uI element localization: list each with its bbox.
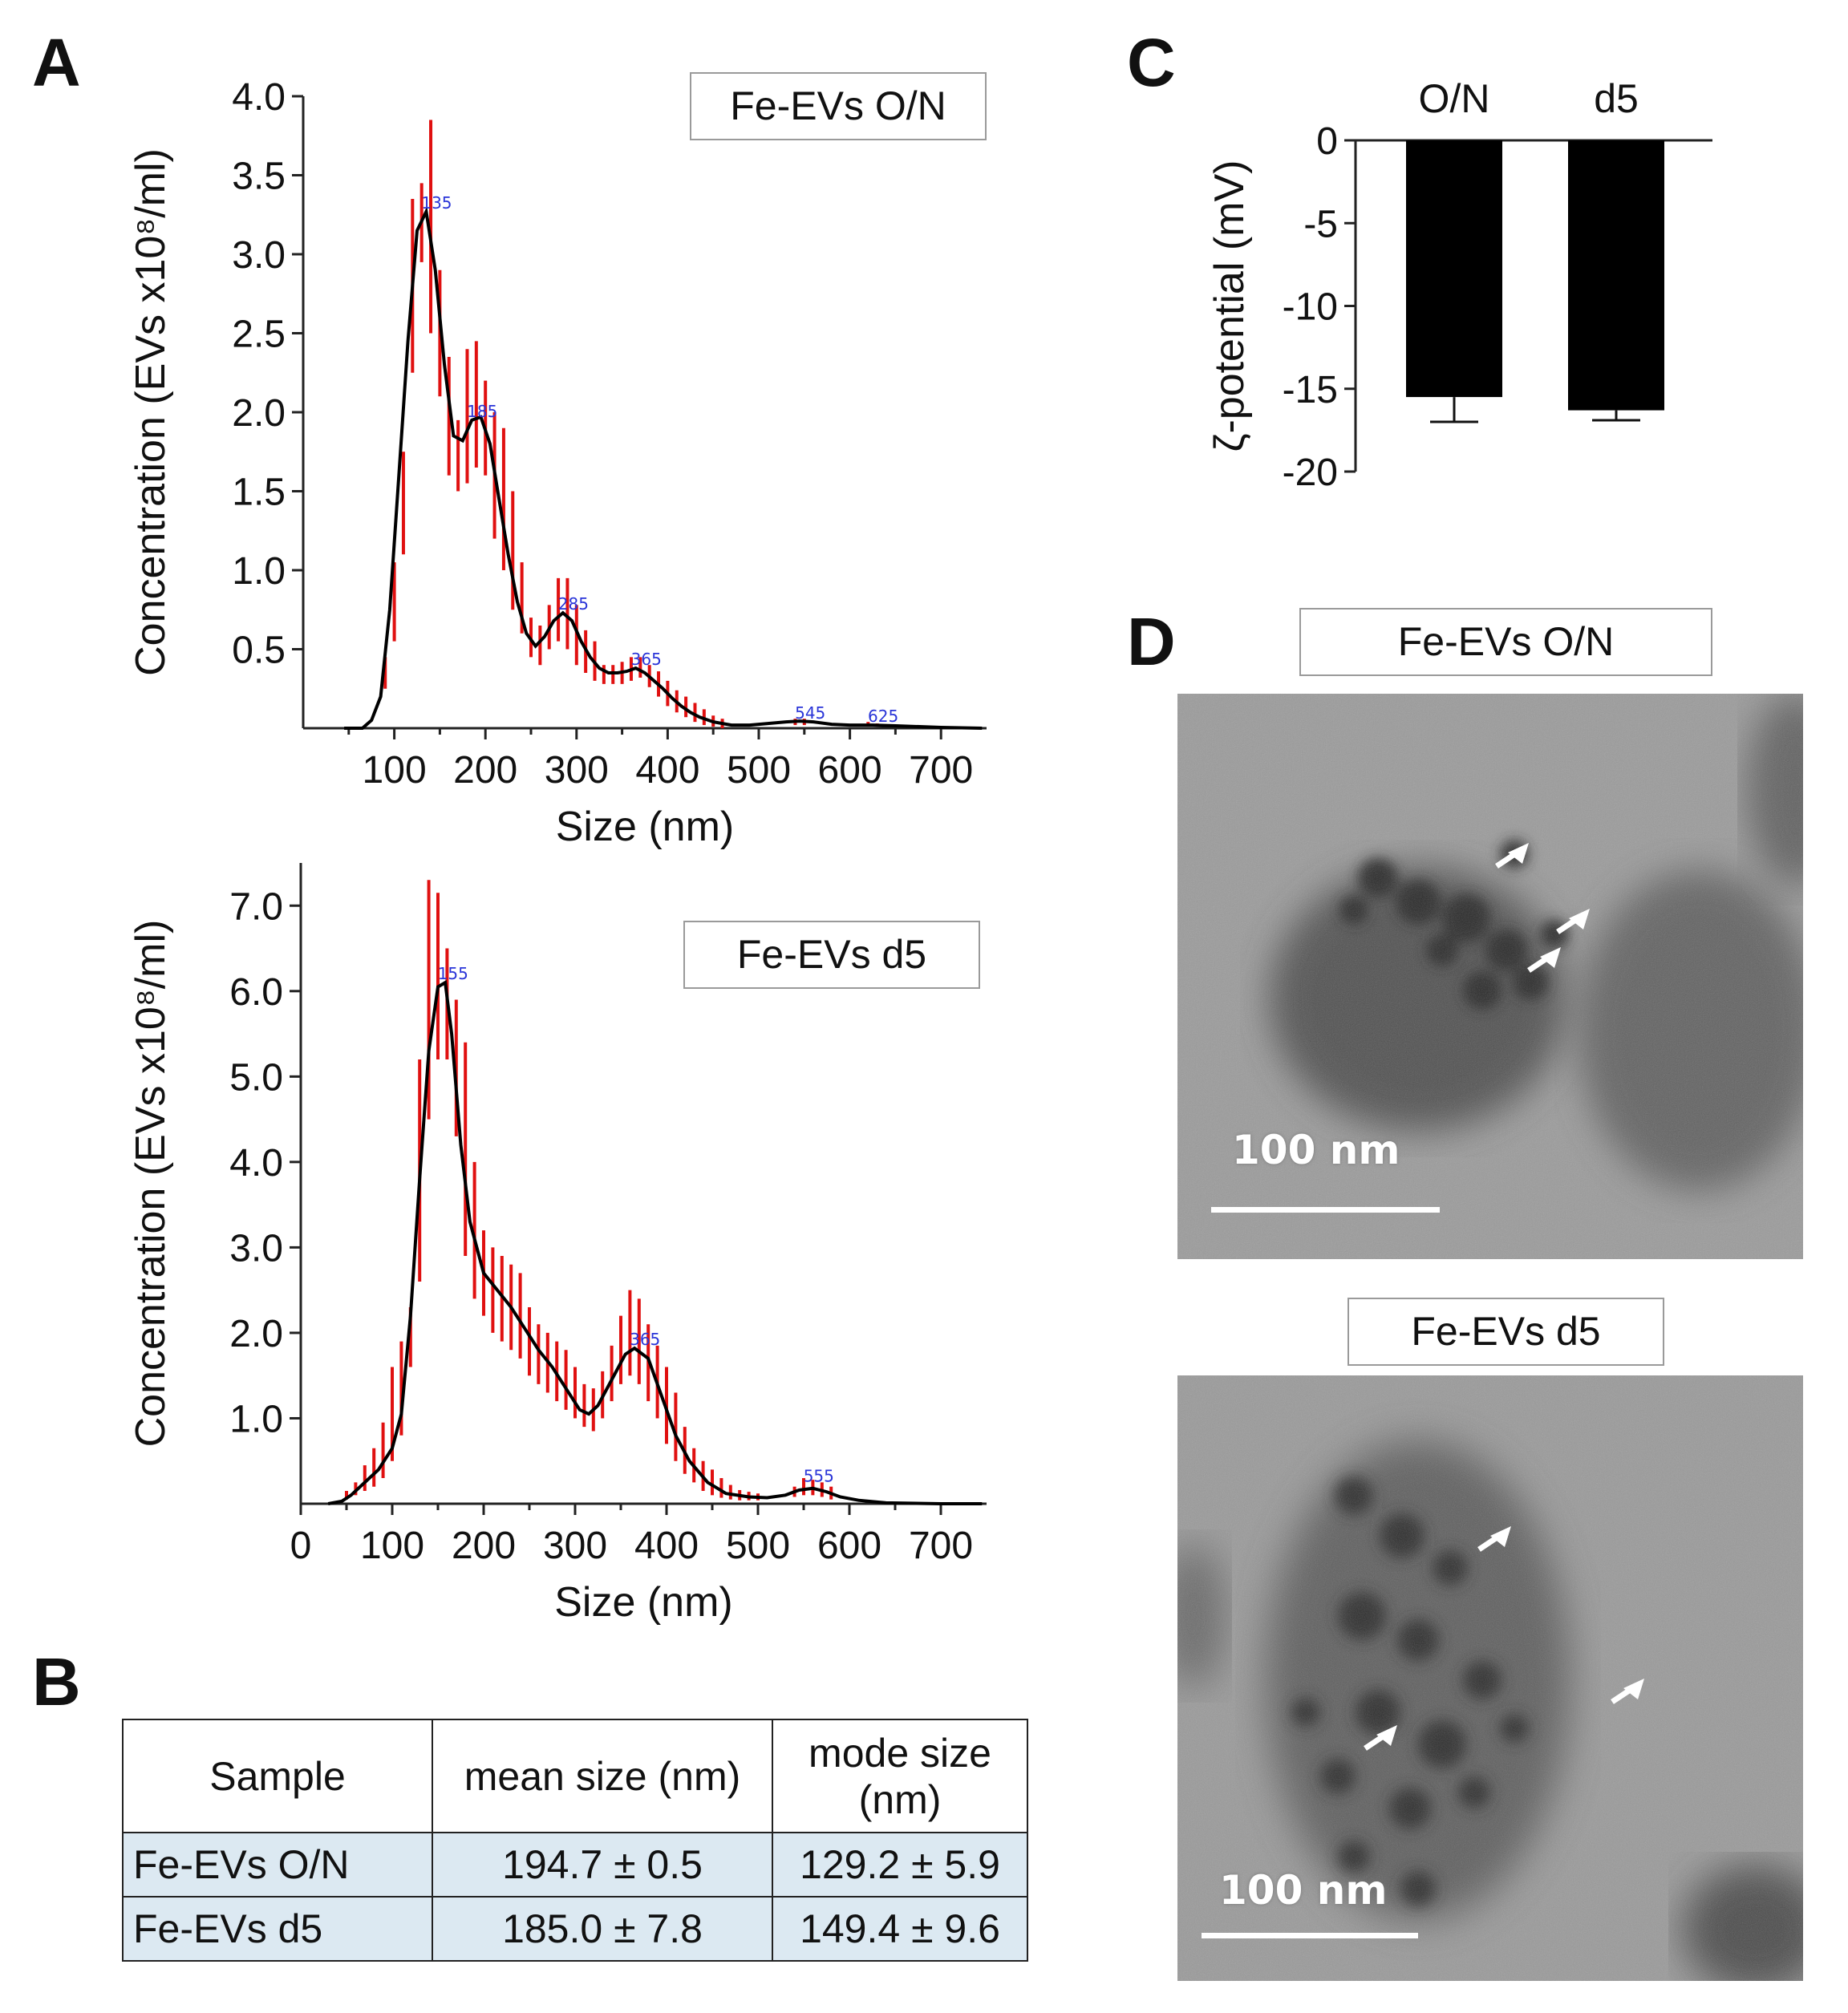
- x-tick-label: 300: [543, 1525, 607, 1567]
- zeta-y-tick-label: 0: [1316, 120, 1338, 163]
- y-tick-label: 2.0: [232, 392, 286, 435]
- y-tick-label: 3.5: [232, 156, 286, 198]
- nta-chart-on: 0.5 1.0 1.5 2.0 2.5 3.0 3.5 4.0 100 200 300 400 500 6…: [128, 76, 987, 850]
- summary-table: Sample mean size (nm) mode size (nm) Fe-…: [122, 1719, 1028, 1962]
- peak-label: 545: [795, 703, 825, 723]
- y-axis-title: Concentration (EVs x10⁸/ml): [128, 148, 174, 676]
- zeta-potential-chart: 0 -5 -10 -15 -20 ζ-potential (mV) O/N d5: [1206, 76, 1712, 494]
- cell-mean: 194.7 ± 0.5: [432, 1832, 773, 1898]
- peak-label: 625: [868, 707, 898, 726]
- zeta-error-bar: [1430, 397, 1478, 423]
- panel-letter-c: C: [1127, 25, 1176, 100]
- scale-label-on: 100 nm: [1232, 1127, 1400, 1173]
- header-sample: Sample: [122, 1719, 433, 1833]
- zeta-bar: [1568, 140, 1664, 411]
- x-tick-label: 500: [726, 1525, 790, 1567]
- x-tick-label: 100: [360, 1525, 424, 1567]
- x-tick-label: 300: [545, 749, 609, 792]
- x-tick-label: 400: [635, 749, 699, 792]
- y-tick-label: 3.0: [232, 234, 286, 277]
- peak-label: 555: [804, 1467, 834, 1486]
- tem-image-on: 100 nm: [1177, 694, 1803, 1259]
- zeta-y-tick-label: -10: [1283, 286, 1338, 329]
- y-tick-label: 2.5: [232, 314, 286, 356]
- zeta-y-axis-title: ζ-potential (mV): [1206, 160, 1253, 452]
- legend-fe-evs-on: Fe-EVs O/N: [690, 72, 987, 140]
- panel-letter-d: D: [1127, 604, 1176, 679]
- x-tick-label: 500: [727, 749, 791, 792]
- size-distribution-line: [344, 206, 983, 730]
- y-tick-label: 7.0: [229, 885, 283, 928]
- tem-label-d5: Fe-EVs d5: [1348, 1298, 1664, 1366]
- y-tick-label: 2.0: [229, 1313, 283, 1355]
- zeta-y-tick-label: -15: [1283, 369, 1338, 411]
- tem-label-on: Fe-EVs O/N: [1299, 608, 1712, 676]
- y-tick-label: 4.0: [229, 1142, 283, 1185]
- tem-texture-on: [1177, 694, 1803, 1259]
- size-distribution-line: [327, 979, 983, 1505]
- x-tick-label: 600: [817, 1525, 881, 1567]
- zeta-y-tick-label: -20: [1283, 452, 1338, 494]
- x-tick-label: 200: [453, 749, 517, 792]
- cell-mode: 129.2 ± 5.9: [772, 1832, 1028, 1898]
- cell-sample: Fe-EVs d5: [122, 1896, 433, 1962]
- header-mode-size: mode size (nm): [772, 1719, 1028, 1833]
- y-tick-label: 0.5: [232, 630, 286, 672]
- y-tick-label: 1.0: [229, 1398, 283, 1440]
- arrow-icons-d5: [1364, 1526, 1644, 1751]
- x-tick-label: 0: [290, 1525, 312, 1567]
- legend-fe-evs-d5: Fe-EVs d5: [683, 921, 980, 989]
- peak-label: 185: [467, 402, 497, 421]
- x-axis-title: Size (nm): [556, 804, 734, 850]
- cell-mode: 149.4 ± 9.6: [772, 1896, 1028, 1962]
- arrow-icons-on: [1495, 843, 1590, 973]
- peak-label: 365: [631, 650, 662, 669]
- panel-letter-a: A: [32, 25, 81, 100]
- peak-label: 135: [421, 193, 452, 213]
- y-tick-label: 4.0: [232, 76, 286, 119]
- y-axis-title: Concentration (EVs x10⁸/ml): [128, 920, 174, 1448]
- zeta-category-label: O/N: [1419, 76, 1490, 121]
- y-tick-label: 1.5: [232, 472, 286, 514]
- x-tick-label: 700: [909, 749, 973, 792]
- x-tick-label: 200: [452, 1525, 516, 1567]
- scale-label-d5: 100 nm: [1219, 1867, 1388, 1914]
- table-row: Fe-EVs d5 185.0 ± 7.8 149.4 ± 9.6: [122, 1896, 1028, 1962]
- zeta-error-bar: [1592, 410, 1640, 422]
- panel-letter-b: B: [32, 1644, 81, 1719]
- peak-label: 155: [438, 964, 468, 983]
- x-tick-label: 100: [363, 749, 427, 792]
- peak-label: 365: [630, 1330, 660, 1349]
- x-tick-label: 400: [634, 1525, 699, 1567]
- table-header-row: Sample mean size (nm) mode size (nm): [122, 1719, 1028, 1833]
- peak-label: 285: [558, 594, 589, 614]
- y-tick-label: 6.0: [229, 971, 283, 1014]
- zeta-y-tick-label: -5: [1303, 203, 1338, 245]
- scale-bar-d5: [1202, 1933, 1418, 1938]
- y-tick-label: 3.0: [229, 1227, 283, 1270]
- tem-image-d5: 100 nm: [1177, 1375, 1803, 1981]
- cell-sample: Fe-EVs O/N: [122, 1832, 433, 1898]
- nta-chart-d5: 1.0 2.0 3.0 4.0 5.0 6.0 7.0 0 100 200 300 400 500 600…: [128, 863, 987, 1626]
- zeta-bar: [1406, 140, 1502, 398]
- x-axis-title: Size (nm): [554, 1579, 732, 1626]
- y-tick-label: 1.0: [232, 550, 286, 593]
- cell-mean: 185.0 ± 7.8: [432, 1896, 773, 1962]
- table-row: Fe-EVs O/N 194.7 ± 0.5 129.2 ± 5.9: [122, 1832, 1028, 1898]
- header-mean-size: mean size (nm): [432, 1719, 773, 1833]
- x-tick-label: 600: [818, 749, 882, 792]
- scale-bar-on: [1211, 1207, 1440, 1213]
- y-tick-label: 5.0: [229, 1056, 283, 1099]
- x-tick-label: 700: [909, 1525, 973, 1567]
- zeta-category-label: d5: [1594, 76, 1639, 121]
- tem-texture-d5: [1177, 1375, 1803, 1981]
